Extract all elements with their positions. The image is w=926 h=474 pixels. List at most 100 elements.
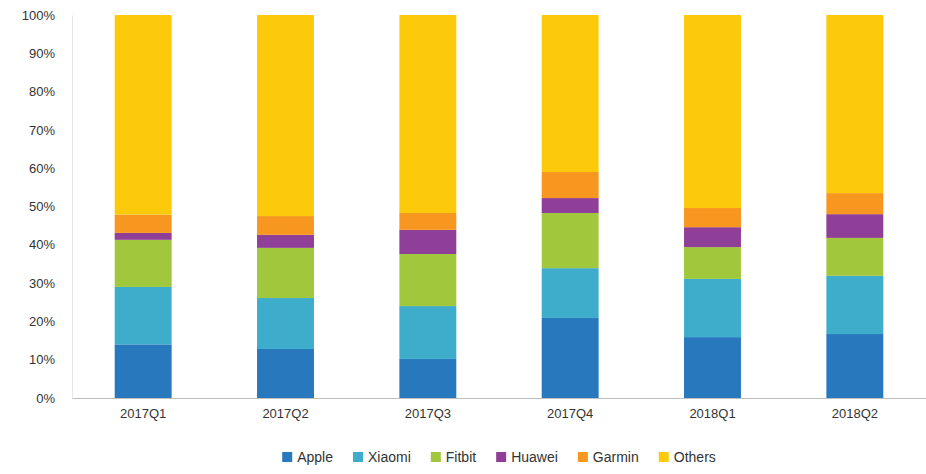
y-tick-label: 70% xyxy=(29,123,55,138)
bar-segment xyxy=(399,359,456,398)
legend-label: Others xyxy=(674,449,716,465)
legend-item: Others xyxy=(659,449,716,465)
x-tick-label: 2017Q1 xyxy=(120,406,166,421)
y-axis-line xyxy=(72,16,73,399)
x-tick-label: 2018Q1 xyxy=(689,406,735,421)
legend-item: Garmin xyxy=(578,449,639,465)
bar-segment xyxy=(399,213,456,230)
x-axis: 2017Q1 2017Q2 2017Q3 2017Q4 2018Q1 2018Q2 xyxy=(73,398,926,421)
bar-segment xyxy=(684,227,741,247)
bar-segment xyxy=(115,240,172,287)
bar-segment xyxy=(257,248,314,298)
legend-item: Xiaomi xyxy=(353,449,411,465)
y-tick: 60% xyxy=(29,161,72,176)
y-tick-label: 90% xyxy=(29,46,55,61)
legend-swatch xyxy=(659,452,669,462)
legend-swatch xyxy=(431,452,441,462)
bar-segment xyxy=(115,233,172,240)
bar-segment xyxy=(684,279,741,337)
bar-segment xyxy=(257,298,314,349)
y-tick-label: 60% xyxy=(29,161,55,176)
bars xyxy=(115,15,884,398)
x-tick: 2017Q2 xyxy=(262,398,308,421)
y-tick-label: 50% xyxy=(29,199,55,214)
legend-label: Garmin xyxy=(593,449,639,465)
bar-segment xyxy=(257,15,314,216)
bar-segment xyxy=(542,198,599,213)
bar-segment xyxy=(257,235,314,248)
y-tick: 70% xyxy=(29,123,72,138)
legend-item: Apple xyxy=(282,449,333,465)
legend-swatch xyxy=(578,452,588,462)
y-tick: 0% xyxy=(36,391,72,406)
x-tick: 2017Q4 xyxy=(547,398,593,421)
legend-item: Huawei xyxy=(496,449,558,465)
y-tick-label: 30% xyxy=(29,276,55,291)
x-tick-label: 2017Q4 xyxy=(547,406,593,421)
bar-segment xyxy=(399,15,456,213)
x-tick-label: 2018Q2 xyxy=(832,406,878,421)
bar-segment xyxy=(826,15,883,193)
y-tick: 30% xyxy=(29,276,72,291)
x-tick-label: 2017Q3 xyxy=(405,406,451,421)
series-3 xyxy=(115,198,884,254)
series-4 xyxy=(115,172,884,235)
bar-segment xyxy=(684,247,741,279)
y-tick: 80% xyxy=(29,84,72,99)
bar-segment xyxy=(542,15,599,172)
series-5 xyxy=(115,15,884,216)
bar-segment xyxy=(826,193,883,214)
legend-label: Xiaomi xyxy=(368,449,411,465)
legend-swatch xyxy=(282,452,292,462)
legend-label: Fitbit xyxy=(446,449,476,465)
bar-segment xyxy=(684,208,741,227)
y-tick: 10% xyxy=(29,352,72,367)
y-tick-label: 100% xyxy=(22,8,56,23)
bar-segment xyxy=(115,215,172,233)
legend-swatch xyxy=(496,452,506,462)
bar-segment xyxy=(257,216,314,235)
bar-segment xyxy=(542,172,599,198)
legend-label: Apple xyxy=(297,449,333,465)
x-tick: 2017Q1 xyxy=(120,398,166,421)
y-tick-label: 10% xyxy=(29,352,55,367)
y-tick: 90% xyxy=(29,46,72,61)
series-1 xyxy=(115,268,884,359)
plot-area: 0%10%20%30%40%50%60%70%80%90%100%2017Q12… xyxy=(22,8,926,422)
bar-segment xyxy=(684,15,741,208)
y-tick: 20% xyxy=(29,314,72,329)
bar-segment xyxy=(115,344,172,398)
bar-segment xyxy=(115,15,172,215)
y-tick: 100% xyxy=(22,8,72,23)
bar-segment xyxy=(826,214,883,238)
x-axis-line xyxy=(73,398,926,399)
y-tick-label: 80% xyxy=(29,84,55,99)
x-tick-label: 2017Q2 xyxy=(262,406,308,421)
bar-segment xyxy=(826,238,883,276)
bar-segment xyxy=(399,230,456,254)
legend: Apple Xiaomi Fitbit Huawei Garmin Others xyxy=(282,449,716,465)
series-0 xyxy=(115,318,884,398)
legend-item: Fitbit xyxy=(431,449,476,465)
x-tick: 2018Q2 xyxy=(832,398,878,421)
bar-segment xyxy=(684,337,741,398)
y-tick: 40% xyxy=(29,237,72,252)
y-tick-label: 40% xyxy=(29,237,55,252)
bar-segment xyxy=(542,318,599,398)
bar-segment xyxy=(542,213,599,268)
legend-swatch xyxy=(353,452,363,462)
bar-segment xyxy=(826,334,883,398)
x-tick: 2017Q3 xyxy=(405,398,451,421)
bar-segment xyxy=(826,276,883,334)
x-tick: 2018Q1 xyxy=(689,398,735,421)
bar-segment xyxy=(115,287,172,344)
y-tick-label: 0% xyxy=(36,391,55,406)
bar-segment xyxy=(399,306,456,359)
y-axis: 0% 10% 20% 30% 40% 50% 60% 70% 80% 90% 100% xyxy=(22,8,73,406)
y-tick: 50% xyxy=(29,199,72,214)
bar-segment xyxy=(542,268,599,318)
legend-label: Huawei xyxy=(511,449,558,465)
bar-segment xyxy=(257,349,314,398)
bar-segment xyxy=(399,254,456,306)
y-tick-label: 20% xyxy=(29,314,55,329)
